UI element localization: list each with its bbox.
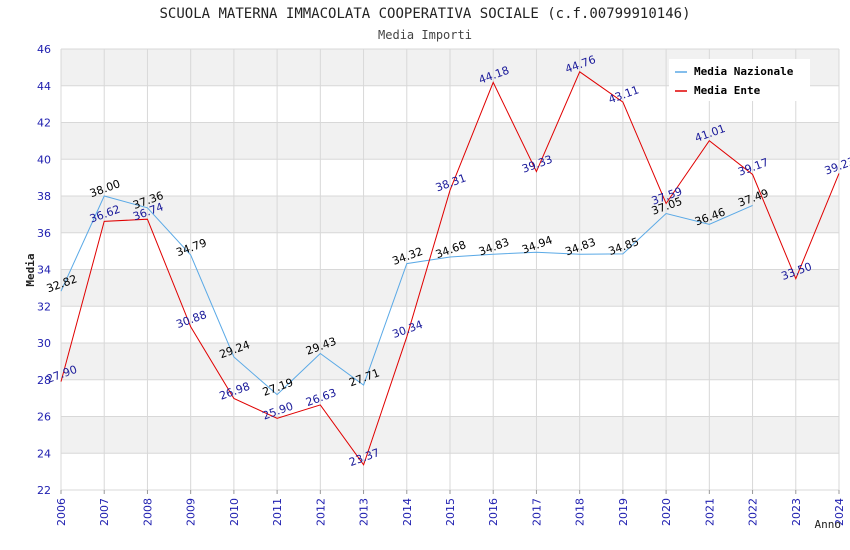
x-tick-label: 2024 <box>833 498 846 526</box>
x-axis-label: Anno <box>815 518 842 531</box>
y-tick-label: 40 <box>37 153 51 166</box>
x-tick-label: 2015 <box>444 498 457 526</box>
legend-label-media-nazionale: Media Nazionale <box>694 65 794 78</box>
x-tick-label: 2017 <box>530 498 543 526</box>
x-tick-label: 2011 <box>271 498 284 526</box>
y-axis-label: Media <box>24 253 37 286</box>
x-tick-label: 2006 <box>55 498 68 526</box>
x-tick-label: 2010 <box>228 498 241 526</box>
series-line-media-nazionale <box>60 195 753 396</box>
x-tick-label: 2013 <box>358 498 371 526</box>
y-axis-ticks: 22 24 26 28 30 32 34 36 38 40 42 44 46 <box>37 43 51 497</box>
x-tick-label: 2008 <box>141 498 154 526</box>
y-tick-label: 26 <box>37 411 51 424</box>
y-tick-label: 34 <box>37 264 51 277</box>
y-tick-label: 30 <box>37 337 51 350</box>
legend-label-media-ente: Media Ente <box>694 84 761 97</box>
x-tick-label: 2020 <box>660 498 673 526</box>
y-tick-label: 28 <box>37 374 51 387</box>
series-line-media-ente <box>60 71 840 466</box>
x-tick-label: 2009 <box>185 498 198 526</box>
x-tick-label: 2023 <box>790 498 803 526</box>
x-tick-label: 2018 <box>574 498 587 526</box>
x-tick-label: 2022 <box>747 498 760 526</box>
x-tick-label: 2014 <box>401 498 414 526</box>
y-tick-label: 22 <box>37 484 51 497</box>
x-tick-label: 2012 <box>314 498 327 526</box>
x-tick-label: 2007 <box>98 498 111 526</box>
y-tick-label: 38 <box>37 190 51 203</box>
x-axis-ticks: 2006 2007 2008 2009 2010 2011 2012 2013 2014 2015… <box>55 498 846 526</box>
y-tick-label: 44 <box>37 80 51 93</box>
chart-subtitle: Media Importi <box>378 28 472 42</box>
legend-box <box>669 59 810 101</box>
chart-title: SCUOLA MATERNA IMMACOLATA COOPERATIVA SO… <box>159 6 690 22</box>
x-tick-label: 2021 <box>703 498 716 526</box>
legend: Media Nazionale Media Ente <box>669 59 810 101</box>
y-tick-label: 46 <box>37 43 51 56</box>
series-lines <box>60 71 840 466</box>
x-tick-label: 2016 <box>487 498 500 526</box>
y-tick-label: 24 <box>37 447 51 460</box>
y-tick-label: 32 <box>37 300 51 313</box>
y-tick-label: 36 <box>37 227 51 240</box>
y-tick-label: 42 <box>37 117 51 130</box>
grid-lines <box>60 48 840 494</box>
x-tick-label: 2019 <box>617 498 630 526</box>
